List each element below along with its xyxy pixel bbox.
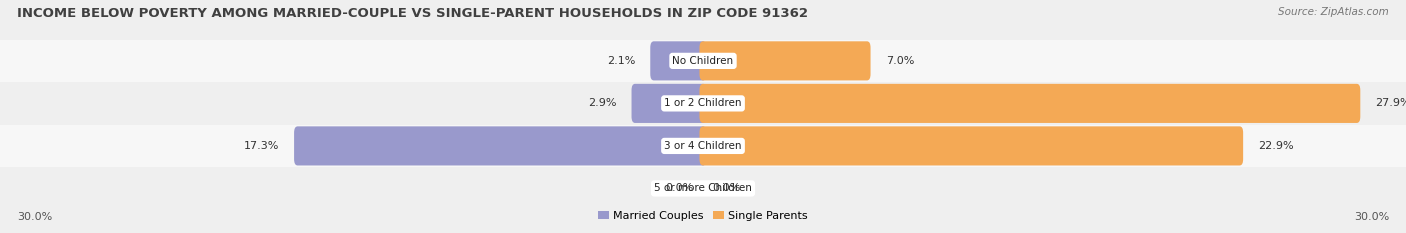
Text: 7.0%: 7.0% xyxy=(886,56,914,66)
Text: Source: ZipAtlas.com: Source: ZipAtlas.com xyxy=(1278,7,1389,17)
Text: 0.0%: 0.0% xyxy=(665,183,693,193)
Text: 17.3%: 17.3% xyxy=(243,141,278,151)
Bar xyxy=(0,82,1406,125)
Text: 2.1%: 2.1% xyxy=(606,56,636,66)
Bar xyxy=(0,167,1406,210)
Text: 27.9%: 27.9% xyxy=(1375,98,1406,108)
FancyBboxPatch shape xyxy=(700,126,1243,165)
FancyBboxPatch shape xyxy=(631,84,707,123)
Text: No Children: No Children xyxy=(672,56,734,66)
Text: 5 or more Children: 5 or more Children xyxy=(654,183,752,193)
FancyBboxPatch shape xyxy=(294,126,707,165)
Text: 1 or 2 Children: 1 or 2 Children xyxy=(664,98,742,108)
FancyBboxPatch shape xyxy=(700,84,1361,123)
Text: 3 or 4 Children: 3 or 4 Children xyxy=(664,141,742,151)
FancyBboxPatch shape xyxy=(700,41,870,80)
Text: INCOME BELOW POVERTY AMONG MARRIED-COUPLE VS SINGLE-PARENT HOUSEHOLDS IN ZIP COD: INCOME BELOW POVERTY AMONG MARRIED-COUPL… xyxy=(17,7,808,20)
FancyBboxPatch shape xyxy=(650,41,707,80)
Text: 2.9%: 2.9% xyxy=(588,98,616,108)
Text: 22.9%: 22.9% xyxy=(1258,141,1294,151)
Text: 30.0%: 30.0% xyxy=(17,212,52,222)
Text: 30.0%: 30.0% xyxy=(1354,212,1389,222)
Text: 0.0%: 0.0% xyxy=(713,183,741,193)
Bar xyxy=(0,125,1406,167)
Legend: Married Couples, Single Parents: Married Couples, Single Parents xyxy=(593,206,813,225)
Bar xyxy=(0,40,1406,82)
